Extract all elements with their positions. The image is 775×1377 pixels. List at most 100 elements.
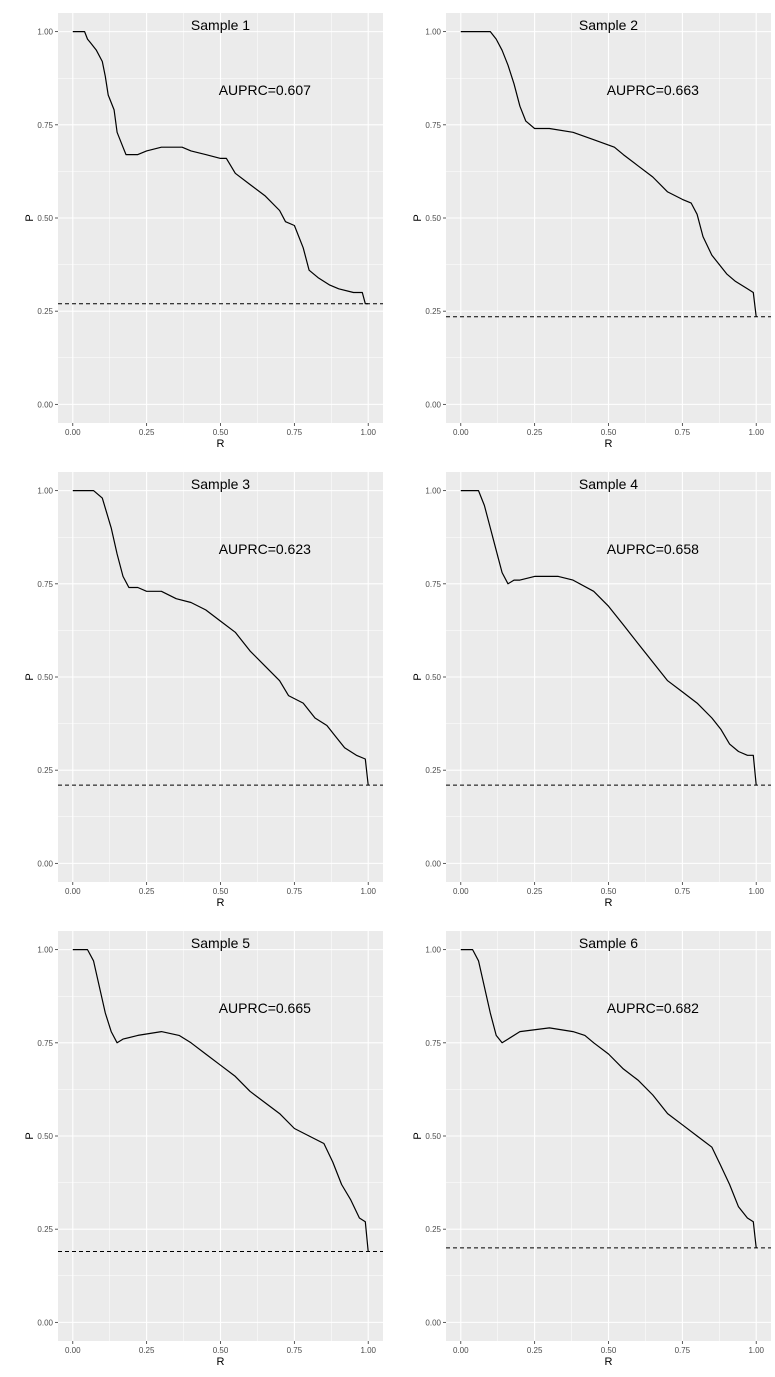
sample-title: Sample 3 xyxy=(191,476,250,492)
x-tick-label: 0.50 xyxy=(213,887,229,896)
x-tick-label: 0.25 xyxy=(527,1346,543,1355)
x-tick-label: 0.25 xyxy=(139,428,155,437)
chart-svg: 0.00 0.25 0.50 0.75 1.00 0.00 0.25 0.50 0.75 1.00… xyxy=(24,472,383,909)
y-tick-label: 0.75 xyxy=(425,121,441,130)
y-tick-label: 0.50 xyxy=(425,214,441,223)
y-tick-label: 1.00 xyxy=(425,946,441,955)
x-tick-label: 0.00 xyxy=(453,1346,469,1355)
x-tick-label: 0.75 xyxy=(675,887,691,896)
x-tick-label: 1.00 xyxy=(748,887,764,896)
x-tick-label: 0.25 xyxy=(139,887,155,896)
y-tick-label: 0.75 xyxy=(37,121,53,130)
x-tick-label: 0.00 xyxy=(65,1346,81,1355)
pr-curve xyxy=(72,490,369,786)
y-tick-label: 1.00 xyxy=(37,28,53,37)
y-tick-label: 0.25 xyxy=(37,1225,53,1234)
y-tick-label: 0.00 xyxy=(37,859,53,868)
chart-panel-3: 0.00 0.25 0.50 0.75 1.00 0.00 0.25 0.50 0.75 1.00… xyxy=(0,459,387,918)
chart-svg: 0.00 0.25 0.50 0.75 1.00 0.00 0.25 0.50 0.75 1.00… xyxy=(412,472,771,909)
y-axis-label: P xyxy=(412,1132,424,1139)
auprc-annotation: AUPRC=0.607 xyxy=(219,82,311,98)
x-axis-label: R xyxy=(217,438,225,450)
sample-title: Sample 6 xyxy=(579,935,638,951)
chart-svg: 0.00 0.25 0.50 0.75 1.00 0.00 0.25 0.50 0.75 1.00… xyxy=(24,931,383,1368)
y-tick-label: 0.25 xyxy=(425,1225,441,1234)
pr-curve xyxy=(460,949,757,1248)
y-axis-label: P xyxy=(24,1132,36,1139)
x-tick-label: 1.00 xyxy=(748,428,764,437)
x-tick-label: 1.00 xyxy=(360,887,376,896)
y-tick-label: 0.75 xyxy=(425,1039,441,1048)
sample-title: Sample 1 xyxy=(191,17,250,33)
y-tick-label: 0.75 xyxy=(425,580,441,589)
y-tick-label: 0.00 xyxy=(425,400,441,409)
auprc-annotation: AUPRC=0.682 xyxy=(607,1000,699,1016)
chart-svg: 0.00 0.25 0.50 0.75 1.00 0.00 0.25 0.50 0.75 1.00… xyxy=(24,13,383,450)
x-tick-label: 0.75 xyxy=(675,1346,691,1355)
x-tick-label: 0.50 xyxy=(213,428,229,437)
sample-title: Sample 2 xyxy=(579,17,638,33)
chart-svg: 0.00 0.25 0.50 0.75 1.00 0.00 0.25 0.50 0.75 1.00… xyxy=(412,931,771,1368)
y-tick-label: 0.50 xyxy=(425,673,441,682)
x-tick-label: 0.75 xyxy=(287,1346,303,1355)
x-tick-label: 0.25 xyxy=(527,428,543,437)
chart-panel-1: 0.00 0.25 0.50 0.75 1.00 0.00 0.25 0.50 0.75 1.00… xyxy=(0,0,387,459)
y-axis-label: P xyxy=(412,673,424,680)
pr-curve xyxy=(72,31,369,305)
x-tick-label: 0.00 xyxy=(453,887,469,896)
y-tick-label: 0.00 xyxy=(425,859,441,868)
x-axis-label: R xyxy=(605,438,613,450)
x-axis-label: R xyxy=(217,1356,225,1368)
pr-curve xyxy=(460,490,757,786)
y-tick-label: 0.50 xyxy=(37,1132,53,1141)
y-tick-label: 0.50 xyxy=(37,673,53,682)
x-tick-label: 0.75 xyxy=(675,428,691,437)
y-tick-label: 0.25 xyxy=(425,307,441,316)
x-tick-label: 0.25 xyxy=(527,887,543,896)
y-tick-label: 0.25 xyxy=(37,307,53,316)
auprc-annotation: AUPRC=0.665 xyxy=(219,1000,311,1016)
x-axis-label: R xyxy=(217,897,225,909)
y-tick-label: 1.00 xyxy=(425,487,441,496)
chart-panel-6: 0.00 0.25 0.50 0.75 1.00 0.00 0.25 0.50 0.75 1.00… xyxy=(388,918,775,1377)
y-tick-label: 0.50 xyxy=(425,1132,441,1141)
auprc-annotation: AUPRC=0.623 xyxy=(219,541,311,557)
y-tick-label: 1.00 xyxy=(37,946,53,955)
auprc-annotation: AUPRC=0.658 xyxy=(607,541,699,557)
x-tick-label: 0.50 xyxy=(213,1346,229,1355)
x-axis-label: R xyxy=(605,1356,613,1368)
chart-panel-5: 0.00 0.25 0.50 0.75 1.00 0.00 0.25 0.50 0.75 1.00… xyxy=(0,918,387,1377)
chart-panel-4: 0.00 0.25 0.50 0.75 1.00 0.00 0.25 0.50 0.75 1.00… xyxy=(388,459,775,918)
y-tick-label: 1.00 xyxy=(37,487,53,496)
y-tick-label: 0.50 xyxy=(37,214,53,223)
y-tick-label: 0.25 xyxy=(37,766,53,775)
x-tick-label: 0.75 xyxy=(287,887,303,896)
y-tick-label: 0.75 xyxy=(37,1039,53,1048)
x-tick-label: 1.00 xyxy=(360,428,376,437)
y-tick-label: 1.00 xyxy=(425,28,441,37)
y-tick-label: 0.75 xyxy=(37,580,53,589)
y-axis-label: P xyxy=(24,673,36,680)
x-tick-label: 1.00 xyxy=(748,1346,764,1355)
x-tick-label: 0.00 xyxy=(453,428,469,437)
x-tick-label: 0.75 xyxy=(287,428,303,437)
chart-svg: 0.00 0.25 0.50 0.75 1.00 0.00 0.25 0.50 0.75 1.00… xyxy=(412,13,771,450)
auprc-annotation: AUPRC=0.663 xyxy=(607,82,699,98)
x-tick-label: 0.50 xyxy=(601,428,617,437)
sample-title: Sample 5 xyxy=(191,935,250,951)
y-tick-label: 0.00 xyxy=(37,400,53,409)
x-axis-label: R xyxy=(605,897,613,909)
sample-title: Sample 4 xyxy=(579,476,638,492)
x-tick-label: 0.00 xyxy=(65,887,81,896)
pr-curve xyxy=(72,949,369,1252)
x-tick-label: 0.50 xyxy=(601,887,617,896)
x-tick-label: 0.00 xyxy=(65,428,81,437)
x-tick-label: 0.50 xyxy=(601,1346,617,1355)
y-tick-label: 0.00 xyxy=(425,1318,441,1327)
pr-curve xyxy=(460,31,757,317)
y-tick-label: 0.00 xyxy=(37,1318,53,1327)
y-axis-label: P xyxy=(412,214,424,221)
y-tick-label: 0.25 xyxy=(425,766,441,775)
y-axis-label: P xyxy=(24,214,36,221)
